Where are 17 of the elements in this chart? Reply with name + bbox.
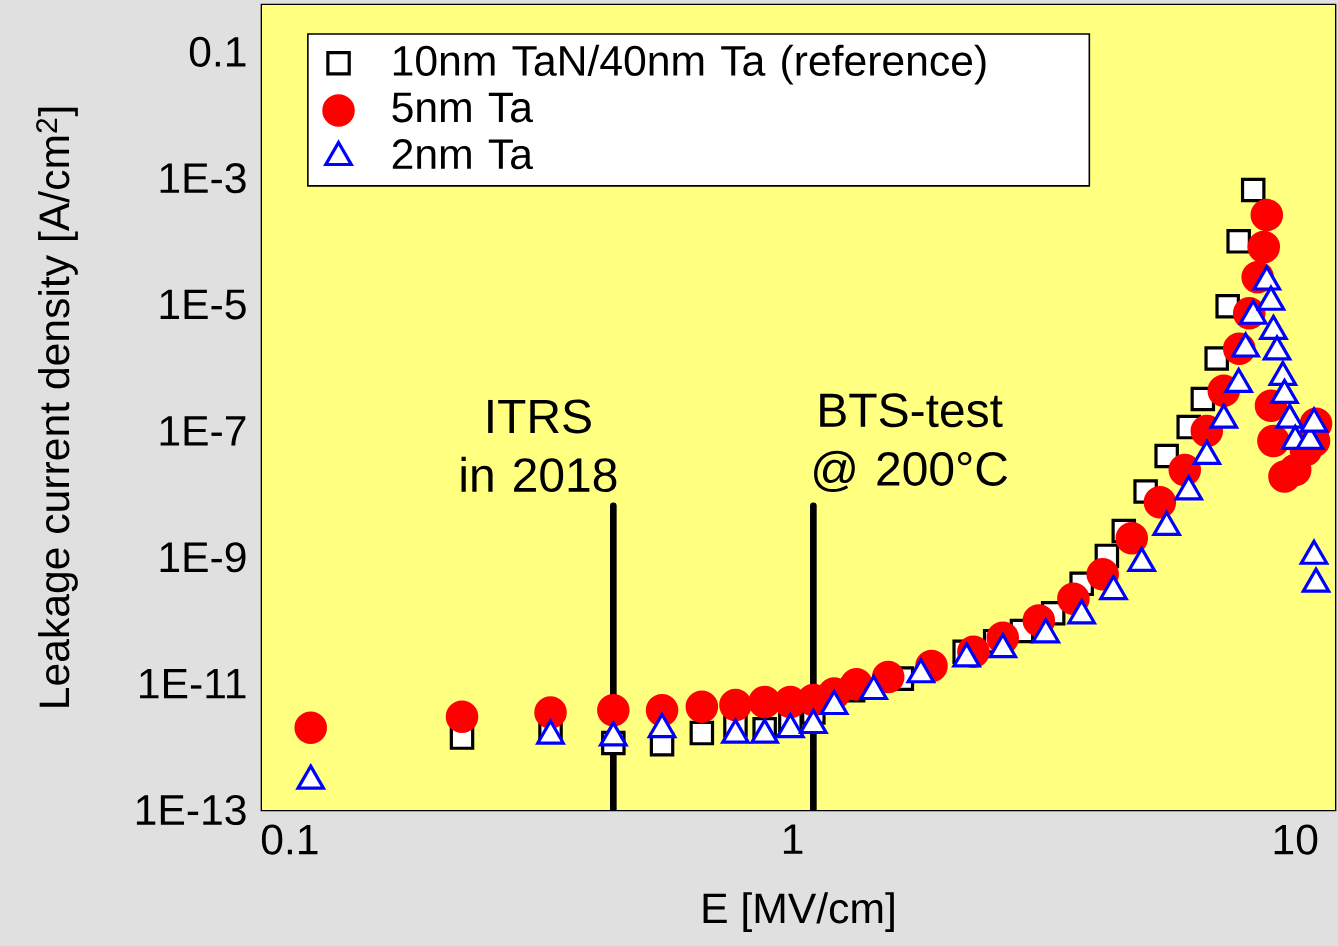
y-tick-label: 1E-3 — [160, 163, 246, 194]
y-axis-title: Leakage current density [A/cm$^{2}$] — [36, 107, 78, 707]
x-tick-label: 1 — [783, 824, 803, 854]
x-tick-label: 0.1 — [261, 824, 318, 855]
y-tick-label: 1E-11 — [140, 668, 246, 699]
y-tick-label: 1E-9 — [160, 542, 246, 573]
ref-line-label: BTS-test @ 200°C — [814, 393, 1008, 493]
legend-label: 5nm Ta — [392, 92, 533, 123]
y-tick-label: 1E-5 — [160, 289, 246, 320]
y-tick-label: 1E-13 — [136, 794, 246, 826]
ref-line-label: ITRS in 2018 — [461, 399, 617, 493]
legend-label: 10nm TaN/40nm Ta (reference) — [393, 44, 986, 85]
x-axis-title: E [MV/cm] — [703, 892, 894, 932]
x-tick-label: 10 — [1274, 824, 1318, 855]
y-tick-label: 0.1 — [189, 36, 246, 67]
legend-label: 2nm Ta — [392, 139, 533, 170]
y-tick-label: 1E-7 — [160, 416, 246, 446]
